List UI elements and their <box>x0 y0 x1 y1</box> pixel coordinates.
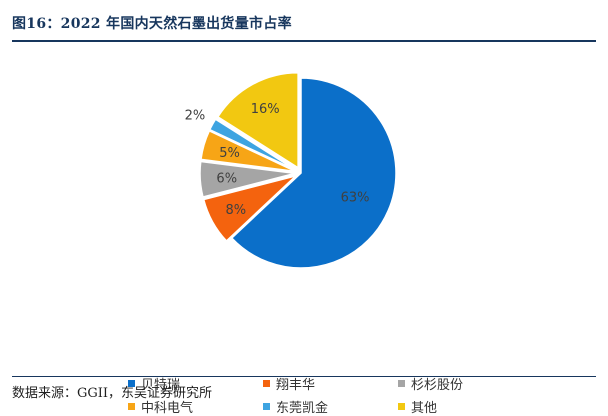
legend-item-1: 贝特瑞 <box>128 374 180 393</box>
legend-swatch <box>128 380 135 387</box>
pie-slice-6 <box>216 71 299 170</box>
pie-slice-5 <box>208 118 297 171</box>
slice-label-3: 6% <box>216 172 237 187</box>
legend-label: 杉杉股份 <box>411 378 464 393</box>
legend-label: 贝特瑞 <box>141 378 181 393</box>
chart-title: 图16：2022 年国内天然石墨出货量市占率 <box>12 16 292 32</box>
pie-chart: 63% 8% 6% 5% 2% 16% <box>185 71 397 269</box>
legend-item-2: 翔丰华 <box>263 374 315 393</box>
slice-label-2: 8% <box>225 203 246 218</box>
pie-slice-3 <box>199 160 296 198</box>
slice-label-4: 5% <box>219 146 240 161</box>
legend-item-5: 东莞凯金 <box>263 397 328 416</box>
legend-item-6: 其他 <box>398 397 437 416</box>
source-rule <box>12 376 596 377</box>
legend-swatch <box>398 403 405 410</box>
source-note: 数据来源：GGII，东吴证券研究所 <box>12 386 213 401</box>
legend-label: 其他 <box>411 401 438 416</box>
title-rule <box>12 40 596 42</box>
pie-slice-2 <box>202 175 297 242</box>
slice-label-1: 63% <box>341 190 370 205</box>
legend-swatch <box>398 380 405 387</box>
legend-label: 翔丰华 <box>276 378 316 393</box>
legend-swatch <box>128 403 135 410</box>
pie-slice-4 <box>200 129 296 173</box>
slice-label-5: 2% <box>185 109 206 124</box>
legend-swatch <box>263 380 270 387</box>
chart-area: 63% 8% 6% 5% 2% 16% 贝特瑞 翔丰华 杉杉股份 中科电气 东莞凯金 其他 <box>18 58 588 416</box>
legend-swatch <box>263 403 270 410</box>
legend-item-3: 杉杉股份 <box>398 374 463 393</box>
slice-label-6: 16% <box>251 102 280 117</box>
legend-label: 东莞凯金 <box>276 401 329 416</box>
pie-slice-1 <box>230 77 397 269</box>
